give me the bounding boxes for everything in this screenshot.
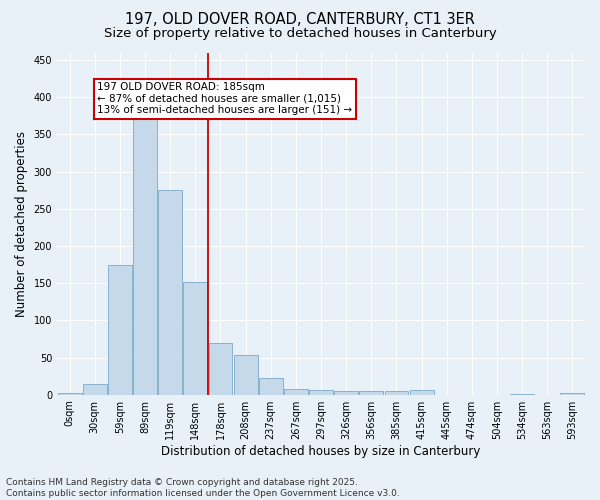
Bar — [385, 391, 409, 394]
Text: Size of property relative to detached houses in Canterbury: Size of property relative to detached ho… — [104, 28, 496, 40]
Bar — [334, 391, 358, 394]
Text: 197 OLD DOVER ROAD: 185sqm
← 87% of detached houses are smaller (1,015)
13% of s: 197 OLD DOVER ROAD: 185sqm ← 87% of deta… — [97, 82, 352, 116]
Bar — [359, 391, 383, 394]
Bar — [108, 264, 132, 394]
Bar — [410, 390, 434, 394]
Bar — [184, 282, 207, 395]
X-axis label: Distribution of detached houses by size in Canterbury: Distribution of detached houses by size … — [161, 444, 481, 458]
Bar — [58, 393, 82, 394]
Bar — [209, 342, 232, 394]
Bar — [284, 389, 308, 394]
Bar — [560, 393, 584, 394]
Bar — [259, 378, 283, 394]
Y-axis label: Number of detached properties: Number of detached properties — [15, 130, 28, 316]
Bar — [233, 356, 257, 395]
Bar — [158, 190, 182, 394]
Bar — [83, 384, 107, 394]
Text: 197, OLD DOVER ROAD, CANTERBURY, CT1 3ER: 197, OLD DOVER ROAD, CANTERBURY, CT1 3ER — [125, 12, 475, 28]
Bar — [133, 120, 157, 394]
Text: Contains HM Land Registry data © Crown copyright and database right 2025.
Contai: Contains HM Land Registry data © Crown c… — [6, 478, 400, 498]
Bar — [309, 390, 333, 394]
